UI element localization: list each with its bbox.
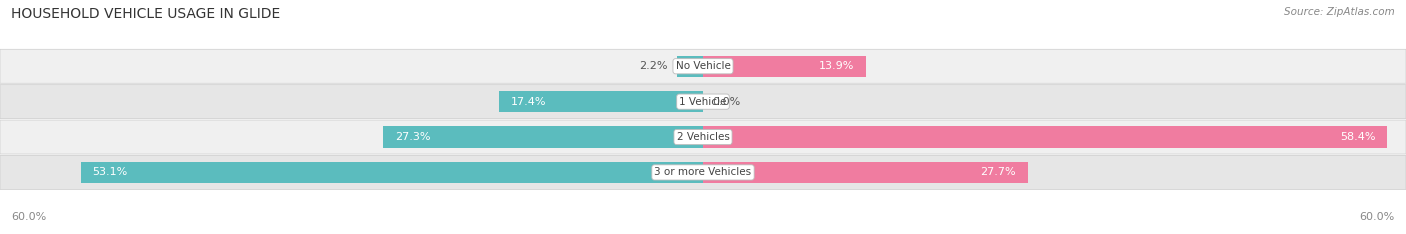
Text: 3 or more Vehicles: 3 or more Vehicles — [654, 167, 752, 177]
Text: 53.1%: 53.1% — [93, 167, 128, 177]
Bar — [703, 56, 866, 77]
Text: 27.3%: 27.3% — [395, 132, 430, 142]
FancyBboxPatch shape — [0, 85, 1406, 119]
Text: 2 Vehicles: 2 Vehicles — [676, 132, 730, 142]
Bar — [499, 91, 703, 112]
Bar — [678, 56, 703, 77]
FancyBboxPatch shape — [0, 49, 1406, 83]
Text: 1 Vehicle: 1 Vehicle — [679, 97, 727, 107]
Text: 58.4%: 58.4% — [1340, 132, 1375, 142]
Text: 60.0%: 60.0% — [11, 212, 46, 222]
Text: 27.7%: 27.7% — [980, 167, 1015, 177]
FancyBboxPatch shape — [0, 155, 1406, 189]
Text: 0.0%: 0.0% — [713, 97, 741, 107]
Text: 2.2%: 2.2% — [640, 61, 668, 71]
Text: No Vehicle: No Vehicle — [675, 61, 731, 71]
Text: 13.9%: 13.9% — [818, 61, 855, 71]
Text: Source: ZipAtlas.com: Source: ZipAtlas.com — [1284, 7, 1395, 17]
FancyBboxPatch shape — [0, 120, 1406, 154]
Bar — [82, 162, 703, 183]
Text: 60.0%: 60.0% — [1360, 212, 1395, 222]
Text: 17.4%: 17.4% — [510, 97, 547, 107]
Text: HOUSEHOLD VEHICLE USAGE IN GLIDE: HOUSEHOLD VEHICLE USAGE IN GLIDE — [11, 7, 281, 21]
Bar — [703, 126, 1388, 148]
Bar — [382, 126, 703, 148]
Bar — [703, 162, 1028, 183]
